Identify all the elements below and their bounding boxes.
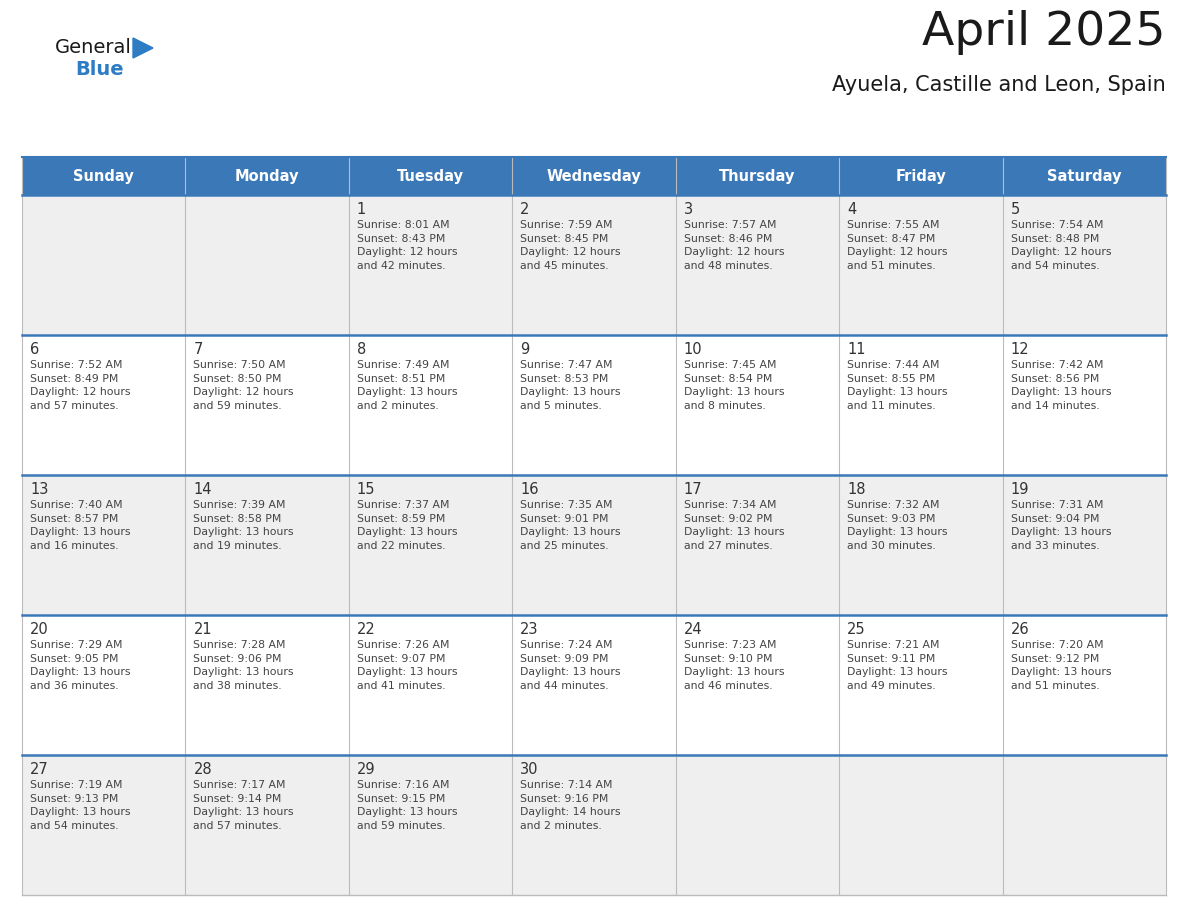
Text: Sunrise: 7:55 AM
Sunset: 8:47 PM
Daylight: 12 hours
and 51 minutes.: Sunrise: 7:55 AM Sunset: 8:47 PM Dayligh… [847, 220, 948, 271]
Text: 2: 2 [520, 202, 530, 217]
Text: Sunrise: 7:32 AM
Sunset: 9:03 PM
Daylight: 13 hours
and 30 minutes.: Sunrise: 7:32 AM Sunset: 9:03 PM Dayligh… [847, 500, 948, 551]
Text: 30: 30 [520, 762, 539, 777]
Text: Sunrise: 7:59 AM
Sunset: 8:45 PM
Daylight: 12 hours
and 45 minutes.: Sunrise: 7:59 AM Sunset: 8:45 PM Dayligh… [520, 220, 621, 271]
Text: 29: 29 [356, 762, 375, 777]
Text: Sunrise: 7:35 AM
Sunset: 9:01 PM
Daylight: 13 hours
and 25 minutes.: Sunrise: 7:35 AM Sunset: 9:01 PM Dayligh… [520, 500, 621, 551]
Text: Sunrise: 7:21 AM
Sunset: 9:11 PM
Daylight: 13 hours
and 49 minutes.: Sunrise: 7:21 AM Sunset: 9:11 PM Dayligh… [847, 640, 948, 691]
Text: Sunrise: 7:40 AM
Sunset: 8:57 PM
Daylight: 13 hours
and 16 minutes.: Sunrise: 7:40 AM Sunset: 8:57 PM Dayligh… [30, 500, 131, 551]
Text: Sunrise: 8:01 AM
Sunset: 8:43 PM
Daylight: 12 hours
and 42 minutes.: Sunrise: 8:01 AM Sunset: 8:43 PM Dayligh… [356, 220, 457, 271]
Text: 17: 17 [684, 482, 702, 497]
Bar [23, 195, 1165, 335]
Text: Sunrise: 7:54 AM
Sunset: 8:48 PM
Daylight: 12 hours
and 54 minutes.: Sunrise: 7:54 AM Sunset: 8:48 PM Dayligh… [1011, 220, 1111, 271]
Text: Sunrise: 7:16 AM
Sunset: 9:15 PM
Daylight: 13 hours
and 59 minutes.: Sunrise: 7:16 AM Sunset: 9:15 PM Dayligh… [356, 780, 457, 831]
Text: Sunrise: 7:52 AM
Sunset: 8:49 PM
Daylight: 12 hours
and 57 minutes.: Sunrise: 7:52 AM Sunset: 8:49 PM Dayligh… [30, 360, 131, 410]
Text: 22: 22 [356, 622, 375, 637]
Bar [23, 335, 1165, 475]
Text: 15: 15 [356, 482, 375, 497]
Text: Ayuela, Castille and Leon, Spain: Ayuela, Castille and Leon, Spain [833, 75, 1165, 95]
Text: 1: 1 [356, 202, 366, 217]
Text: Blue: Blue [75, 60, 124, 79]
Text: Sunrise: 7:47 AM
Sunset: 8:53 PM
Daylight: 13 hours
and 5 minutes.: Sunrise: 7:47 AM Sunset: 8:53 PM Dayligh… [520, 360, 621, 410]
Text: Sunrise: 7:42 AM
Sunset: 8:56 PM
Daylight: 13 hours
and 14 minutes.: Sunrise: 7:42 AM Sunset: 8:56 PM Dayligh… [1011, 360, 1111, 410]
Text: 11: 11 [847, 342, 866, 357]
Text: Sunrise: 7:20 AM
Sunset: 9:12 PM
Daylight: 13 hours
and 51 minutes.: Sunrise: 7:20 AM Sunset: 9:12 PM Dayligh… [1011, 640, 1111, 691]
Text: Sunrise: 7:50 AM
Sunset: 8:50 PM
Daylight: 12 hours
and 59 minutes.: Sunrise: 7:50 AM Sunset: 8:50 PM Dayligh… [194, 360, 293, 410]
Text: 26: 26 [1011, 622, 1029, 637]
Text: 21: 21 [194, 622, 211, 637]
Text: 8: 8 [356, 342, 366, 357]
Bar [23, 475, 1165, 615]
Text: 7: 7 [194, 342, 203, 357]
Text: Friday: Friday [896, 169, 946, 184]
Text: 12: 12 [1011, 342, 1029, 357]
Text: Sunday: Sunday [74, 169, 134, 184]
Text: 19: 19 [1011, 482, 1029, 497]
Text: Sunrise: 7:28 AM
Sunset: 9:06 PM
Daylight: 13 hours
and 38 minutes.: Sunrise: 7:28 AM Sunset: 9:06 PM Dayligh… [194, 640, 293, 691]
Text: 4: 4 [847, 202, 857, 217]
Text: 24: 24 [684, 622, 702, 637]
Text: 5: 5 [1011, 202, 1019, 217]
Text: Sunrise: 7:24 AM
Sunset: 9:09 PM
Daylight: 13 hours
and 44 minutes.: Sunrise: 7:24 AM Sunset: 9:09 PM Dayligh… [520, 640, 621, 691]
Bar [23, 755, 1165, 895]
Text: 3: 3 [684, 202, 693, 217]
Text: 25: 25 [847, 622, 866, 637]
Text: Sunrise: 7:26 AM
Sunset: 9:07 PM
Daylight: 13 hours
and 41 minutes.: Sunrise: 7:26 AM Sunset: 9:07 PM Dayligh… [356, 640, 457, 691]
Text: 27: 27 [30, 762, 49, 777]
Text: Sunrise: 7:34 AM
Sunset: 9:02 PM
Daylight: 13 hours
and 27 minutes.: Sunrise: 7:34 AM Sunset: 9:02 PM Dayligh… [684, 500, 784, 551]
Text: Saturday: Saturday [1047, 169, 1121, 184]
Text: General: General [55, 38, 132, 57]
Text: Sunrise: 7:49 AM
Sunset: 8:51 PM
Daylight: 13 hours
and 2 minutes.: Sunrise: 7:49 AM Sunset: 8:51 PM Dayligh… [356, 360, 457, 410]
Text: Sunrise: 7:45 AM
Sunset: 8:54 PM
Daylight: 13 hours
and 8 minutes.: Sunrise: 7:45 AM Sunset: 8:54 PM Dayligh… [684, 360, 784, 410]
Text: 28: 28 [194, 762, 211, 777]
Text: 16: 16 [520, 482, 539, 497]
Text: 20: 20 [30, 622, 49, 637]
Text: Sunrise: 7:17 AM
Sunset: 9:14 PM
Daylight: 13 hours
and 57 minutes.: Sunrise: 7:17 AM Sunset: 9:14 PM Dayligh… [194, 780, 293, 831]
Text: Tuesday: Tuesday [397, 169, 465, 184]
Text: Sunrise: 7:19 AM
Sunset: 9:13 PM
Daylight: 13 hours
and 54 minutes.: Sunrise: 7:19 AM Sunset: 9:13 PM Dayligh… [30, 780, 131, 831]
Text: Thursday: Thursday [719, 169, 796, 184]
Text: 10: 10 [684, 342, 702, 357]
Text: 9: 9 [520, 342, 530, 357]
Text: Wednesday: Wednesday [546, 169, 642, 184]
Text: Sunrise: 7:44 AM
Sunset: 8:55 PM
Daylight: 13 hours
and 11 minutes.: Sunrise: 7:44 AM Sunset: 8:55 PM Dayligh… [847, 360, 948, 410]
Text: Monday: Monday [235, 169, 299, 184]
Text: 23: 23 [520, 622, 539, 637]
Text: 6: 6 [30, 342, 39, 357]
Bar [23, 157, 1165, 195]
Text: Sunrise: 7:39 AM
Sunset: 8:58 PM
Daylight: 13 hours
and 19 minutes.: Sunrise: 7:39 AM Sunset: 8:58 PM Dayligh… [194, 500, 293, 551]
Bar [23, 615, 1165, 755]
Text: 13: 13 [30, 482, 49, 497]
Polygon shape [133, 38, 153, 58]
Text: April 2025: April 2025 [923, 10, 1165, 55]
Text: Sunrise: 7:37 AM
Sunset: 8:59 PM
Daylight: 13 hours
and 22 minutes.: Sunrise: 7:37 AM Sunset: 8:59 PM Dayligh… [356, 500, 457, 551]
Text: Sunrise: 7:14 AM
Sunset: 9:16 PM
Daylight: 14 hours
and 2 minutes.: Sunrise: 7:14 AM Sunset: 9:16 PM Dayligh… [520, 780, 621, 831]
Text: Sunrise: 7:31 AM
Sunset: 9:04 PM
Daylight: 13 hours
and 33 minutes.: Sunrise: 7:31 AM Sunset: 9:04 PM Dayligh… [1011, 500, 1111, 551]
Text: 18: 18 [847, 482, 866, 497]
Text: Sunrise: 7:57 AM
Sunset: 8:46 PM
Daylight: 12 hours
and 48 minutes.: Sunrise: 7:57 AM Sunset: 8:46 PM Dayligh… [684, 220, 784, 271]
Text: 14: 14 [194, 482, 211, 497]
Text: Sunrise: 7:29 AM
Sunset: 9:05 PM
Daylight: 13 hours
and 36 minutes.: Sunrise: 7:29 AM Sunset: 9:05 PM Dayligh… [30, 640, 131, 691]
Text: Sunrise: 7:23 AM
Sunset: 9:10 PM
Daylight: 13 hours
and 46 minutes.: Sunrise: 7:23 AM Sunset: 9:10 PM Dayligh… [684, 640, 784, 691]
